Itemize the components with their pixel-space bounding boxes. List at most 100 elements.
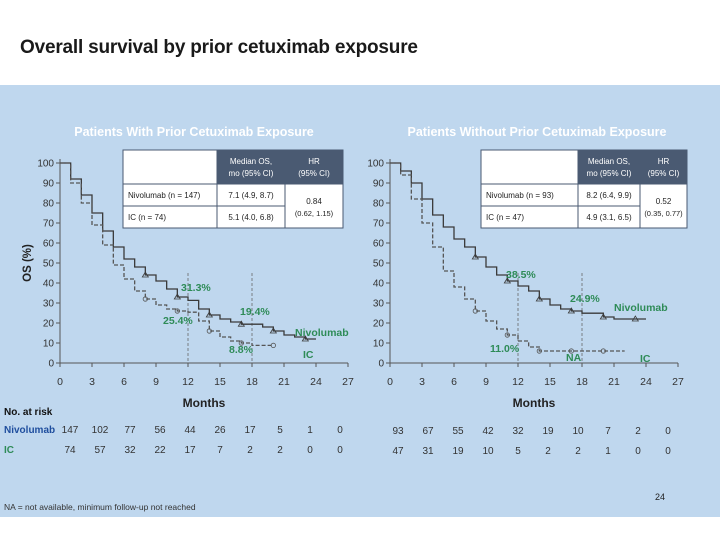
table-header-hr: (95% CI) — [298, 169, 330, 178]
series-line-ic — [390, 162, 625, 352]
table-header-hr: (95% CI) — [648, 169, 680, 178]
censor-marker — [173, 293, 182, 300]
x-tick-label: 27 — [672, 376, 684, 388]
censor-marker — [567, 307, 576, 314]
y-tick-label: 0 — [48, 359, 54, 370]
at-risk-row-label: IC — [4, 445, 14, 456]
x-tick-label: 15 — [544, 376, 556, 388]
at-risk-value: 7 — [605, 426, 611, 437]
at-risk-value: 0 — [337, 425, 343, 436]
y-tick-label: 30 — [43, 299, 55, 310]
at-risk-value: 0 — [337, 445, 343, 456]
censor-marker — [205, 311, 214, 318]
table-hr: 0.84 — [306, 197, 322, 206]
table-row-label: Nivolumab (n = 93) — [486, 191, 554, 200]
x-tick-label: 24 — [640, 376, 652, 388]
chart-annotation: 31.3% — [181, 282, 211, 294]
censor-marker — [600, 348, 606, 354]
chart-annotation: 24.9% — [570, 293, 600, 305]
y-tick-label: 0 — [378, 359, 384, 370]
at-risk-value: 74 — [64, 445, 76, 456]
series-line-nivolumab — [390, 162, 646, 320]
at-risk-value: 31 — [422, 446, 434, 457]
y-tick-label: 40 — [43, 279, 55, 290]
at-risk-value: 2 — [575, 446, 581, 457]
y-tick-label: 80 — [373, 199, 385, 210]
y-tick-label: 10 — [373, 339, 385, 350]
page-number: 24 — [655, 492, 666, 502]
chart-annotation: 38.5% — [506, 269, 536, 281]
chart-annotation: NA — [566, 352, 582, 364]
at-risk-value: 67 — [422, 426, 434, 437]
censor-marker — [631, 315, 640, 322]
at-risk-row-label: Nivolumab — [4, 425, 55, 436]
table-row-median: 4.9 (3.1, 6.5) — [586, 213, 632, 222]
table-header-hr: HR — [658, 157, 670, 166]
y-tick-label: 70 — [373, 219, 385, 230]
table-hr-ci: (0.62, 1.15) — [295, 209, 334, 218]
at-risk-value: 42 — [482, 426, 494, 437]
at-risk-value: 32 — [124, 445, 136, 456]
at-risk-value: 26 — [214, 425, 226, 436]
x-tick-label: 3 — [89, 376, 95, 388]
table-header-median: mo (95% CI) — [587, 169, 632, 178]
censor-marker — [142, 296, 148, 302]
table-header — [217, 150, 343, 184]
x-axis-label: Months — [183, 396, 226, 410]
at-risk-value: 19 — [542, 426, 554, 437]
at-risk-value: 44 — [184, 425, 196, 436]
chart-annotation: 25.4% — [163, 315, 193, 327]
chart-annotation: Nivolumab — [614, 302, 668, 314]
chart-annotation: IC — [303, 349, 314, 361]
at-risk-value: 2 — [635, 426, 641, 437]
y-tick-label: 90 — [43, 179, 55, 190]
x-tick-label: 15 — [214, 376, 226, 388]
at-risk-value: 10 — [482, 446, 494, 457]
y-tick-label: 90 — [373, 179, 385, 190]
y-tick-label: 60 — [43, 239, 55, 250]
y-tick-label: 50 — [373, 259, 385, 270]
x-tick-label: 0 — [57, 376, 63, 388]
y-tick-label: 20 — [43, 319, 55, 330]
table-header-median: mo (95% CI) — [229, 169, 274, 178]
y-tick-label: 100 — [367, 159, 384, 170]
at-risk-value: 56 — [154, 425, 166, 436]
at-risk-value: 2 — [277, 445, 283, 456]
y-tick-label: 50 — [43, 259, 55, 270]
x-tick-label: 18 — [576, 376, 588, 388]
table-header-hr: HR — [308, 157, 320, 166]
at-risk-value: 0 — [665, 446, 671, 457]
x-tick-label: 6 — [121, 376, 127, 388]
at-risk-value: 22 — [154, 445, 166, 456]
at-risk-value: 2 — [545, 446, 551, 457]
censor-marker — [237, 320, 246, 327]
panel-title: Patients Without Prior Cetuximab Exposur… — [408, 125, 667, 139]
at-risk-value: 57 — [94, 445, 106, 456]
at-risk-value: 77 — [124, 425, 136, 436]
censor-marker — [536, 348, 542, 354]
censor-marker — [174, 308, 180, 314]
table-header-median: Median OS, — [230, 157, 272, 166]
censor-marker — [471, 253, 480, 260]
chart-annotation: 19.4% — [240, 306, 270, 318]
chart-annotation: IC — [640, 353, 651, 365]
x-tick-label: 9 — [483, 376, 489, 388]
x-tick-label: 9 — [153, 376, 159, 388]
at-risk-value: 17 — [184, 445, 196, 456]
y-tick-label: 70 — [43, 219, 55, 230]
censor-marker — [535, 295, 544, 302]
censor-marker — [568, 348, 574, 354]
y-axis-label: OS (%) — [22, 244, 34, 282]
table-row-label: IC (n = 47) — [486, 213, 524, 222]
table-header-median: Median OS, — [588, 157, 630, 166]
at-risk-value: 32 — [512, 426, 524, 437]
at-risk-value: 10 — [572, 426, 584, 437]
y-tick-label: 10 — [43, 339, 55, 350]
at-risk-value: 102 — [92, 425, 109, 436]
censor-marker — [141, 271, 150, 278]
panel-title: Patients With Prior Cetuximab Exposure — [74, 125, 314, 139]
x-axis-label: Months — [513, 396, 556, 410]
at-risk-value: 0 — [307, 445, 313, 456]
y-tick-label: 40 — [373, 279, 385, 290]
